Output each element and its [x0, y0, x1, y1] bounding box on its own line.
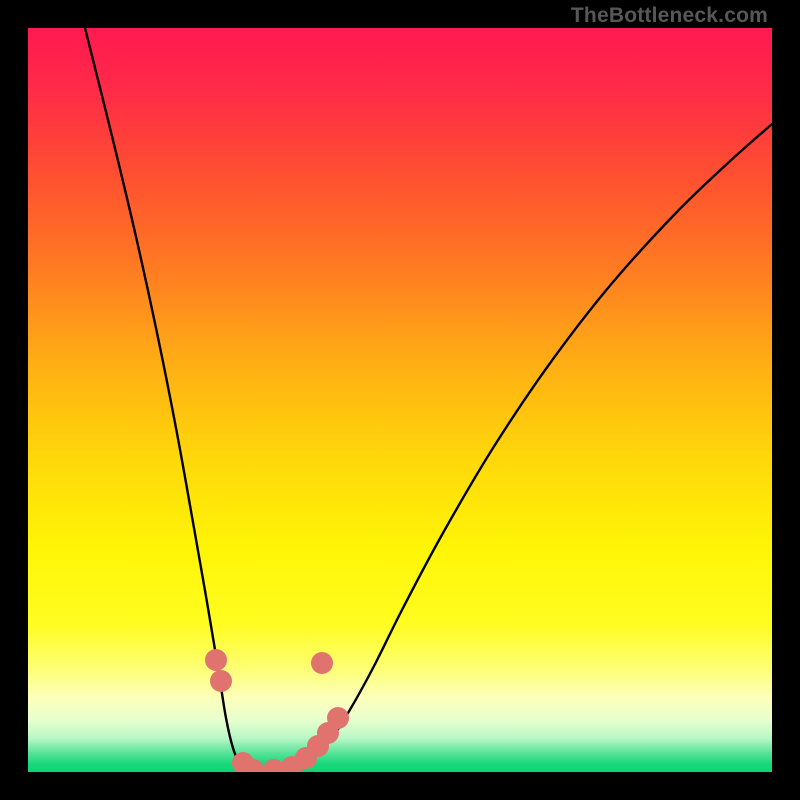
- marker-dot: [311, 652, 333, 674]
- curve-line: [85, 28, 772, 772]
- marker-dot: [210, 670, 232, 692]
- watermark-text: TheBottleneck.com: [571, 4, 768, 28]
- chart-frame: TheBottleneck.com: [0, 0, 800, 800]
- curve-markers: [205, 649, 349, 772]
- plot-area: [28, 28, 772, 772]
- marker-dot: [327, 707, 349, 729]
- bottleneck-curve: [28, 28, 772, 772]
- marker-dot: [205, 649, 227, 671]
